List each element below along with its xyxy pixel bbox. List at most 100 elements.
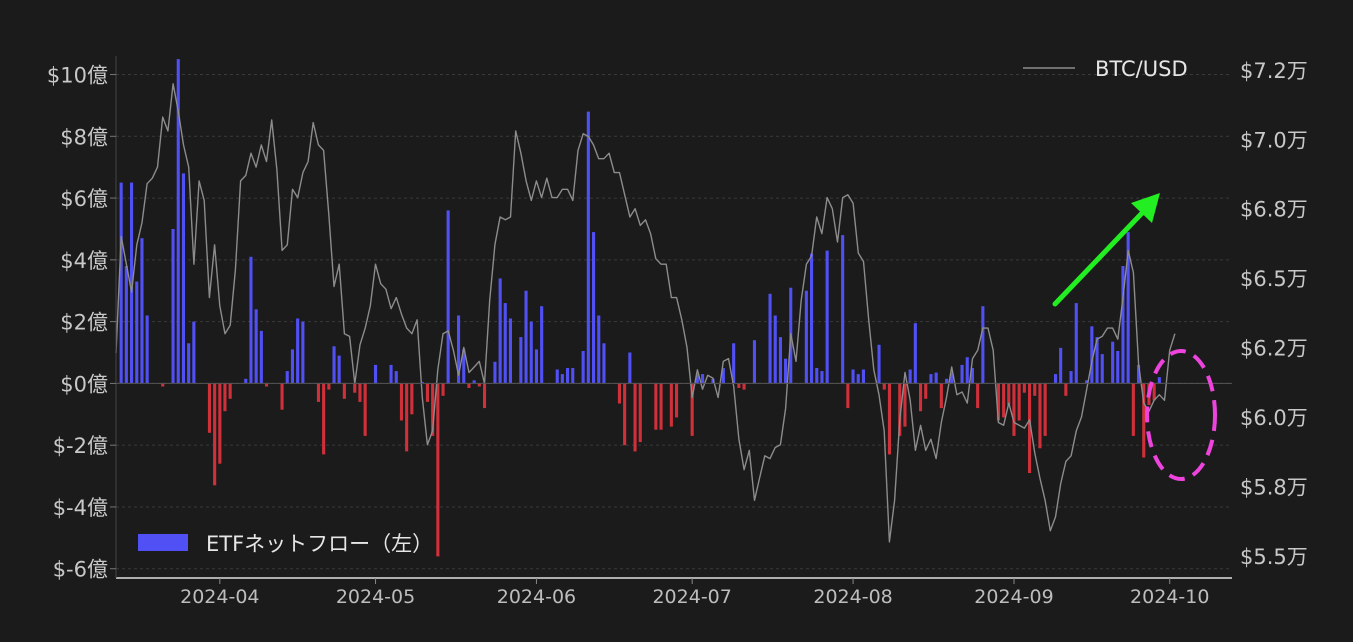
inflow-bar — [695, 374, 699, 384]
inflow-bar — [1069, 371, 1073, 384]
right-tick-label: $6.5万 — [1240, 267, 1308, 291]
outflow-bar — [477, 383, 481, 387]
right-tick-label: $6.2万 — [1240, 337, 1308, 361]
outflow-bar — [633, 383, 637, 452]
inflow-bar — [851, 369, 855, 384]
inflow-bar — [815, 368, 819, 384]
inflow-bar — [192, 321, 196, 384]
right-tick-label: $6.0万 — [1240, 406, 1308, 430]
inflow-bar — [960, 364, 964, 384]
outflow-bar — [1002, 383, 1006, 418]
outflow-bar — [924, 383, 928, 399]
x-tick-label: 2024-10 — [1130, 586, 1209, 608]
outflow-bar — [316, 383, 320, 402]
outflow-bar — [327, 383, 331, 390]
inflow-bar — [970, 368, 974, 384]
outflow-bar — [425, 383, 429, 402]
inflow-bar — [472, 380, 476, 384]
inflow-bar — [524, 290, 528, 384]
outflow-bar — [1017, 383, 1021, 421]
inflow-bar — [254, 309, 258, 384]
inflow-bar — [119, 182, 123, 384]
outflow-bar — [1033, 383, 1037, 396]
inflow-bar — [135, 281, 139, 384]
inflow-bar — [249, 256, 253, 384]
outflow-bar — [1038, 383, 1042, 449]
outflow-bar — [223, 383, 227, 412]
outflow-bar — [436, 383, 440, 557]
outflow-bar — [654, 383, 658, 430]
inflow-bar — [856, 374, 860, 384]
left-tick-label: $4億 — [60, 249, 108, 273]
legend-bars-swatch — [138, 534, 188, 551]
inflow-bar — [804, 290, 808, 384]
inflow-bar — [244, 378, 248, 384]
inflow-bar — [187, 343, 191, 384]
left-tick-label: $6億 — [60, 187, 108, 211]
inflow-bar — [420, 381, 424, 384]
inflow-bar — [1126, 232, 1130, 384]
inflow-bar — [1054, 374, 1058, 384]
inflow-bar — [965, 357, 969, 384]
inflow-bar — [290, 349, 294, 384]
inflow-bar — [332, 346, 336, 384]
outflow-bar — [1131, 383, 1135, 436]
inflow-bar — [877, 344, 881, 384]
inflow-bar — [945, 378, 949, 384]
outflow-bar — [228, 383, 232, 399]
legend-bars-label: ETFネットフロー（左） — [206, 532, 433, 556]
inflow-bar — [1116, 351, 1120, 384]
outflow-bar — [358, 383, 362, 402]
left-tick-label: $8億 — [60, 125, 108, 149]
inflow-bar — [1111, 341, 1115, 384]
inflow-bar — [950, 372, 954, 384]
inflow-bar — [374, 364, 378, 384]
inflow-bar — [628, 352, 632, 384]
inflow-bar — [394, 371, 398, 384]
right-tick-label: $5.8万 — [1240, 475, 1308, 499]
left-tick-label: $0億 — [60, 372, 108, 396]
inflow-bar — [1074, 303, 1078, 384]
inflow-bar — [711, 378, 715, 384]
outflow-bar — [846, 383, 850, 409]
inflow-bar — [176, 59, 180, 384]
outflow-bar — [996, 383, 1000, 421]
right-tick-label: $6.8万 — [1240, 198, 1308, 222]
inflow-bar — [140, 238, 144, 384]
outflow-bar — [363, 383, 367, 436]
outflow-bar — [431, 383, 435, 436]
inflow-bar — [929, 374, 933, 384]
inflow-bar — [493, 361, 497, 384]
x-tick-label: 2024-08 — [813, 586, 892, 608]
outflow-bar — [161, 383, 165, 387]
btc-price-polyline — [115, 83, 1176, 543]
inflow-bar — [810, 253, 814, 384]
outflow-bar — [898, 383, 902, 436]
outflow-bar — [280, 383, 284, 410]
inflow-bar — [540, 306, 544, 384]
inflow-bar — [534, 349, 538, 384]
inflow-bar — [1095, 337, 1099, 384]
inflow-bar — [130, 182, 134, 384]
outflow-bar — [1142, 383, 1146, 458]
left-tick-label: $-2億 — [53, 434, 108, 458]
inflow-bar — [301, 321, 305, 384]
inflow-bar — [1157, 377, 1161, 384]
inflow-bar — [508, 318, 512, 384]
outflow-bar — [213, 383, 217, 486]
inflow-bar — [913, 323, 917, 384]
outflow-bar — [669, 383, 673, 427]
inflow-bar — [861, 369, 865, 384]
outflow-bar — [1022, 383, 1026, 393]
outflow-bar — [976, 383, 980, 409]
inflow-bar — [820, 371, 824, 384]
inflow-bar — [981, 306, 985, 384]
outflow-bar — [342, 383, 346, 399]
inflow-bar — [337, 355, 341, 384]
inflow-bar — [259, 330, 263, 384]
left-axis-ticks: $-6億 $-4億 $-2億 $0億 $2億 $4億 $6億 $8億 $10億 — [47, 64, 116, 582]
green-arrow-annotation — [1052, 193, 1160, 307]
inflow-bar — [503, 303, 507, 384]
inflow-bar — [462, 349, 466, 384]
